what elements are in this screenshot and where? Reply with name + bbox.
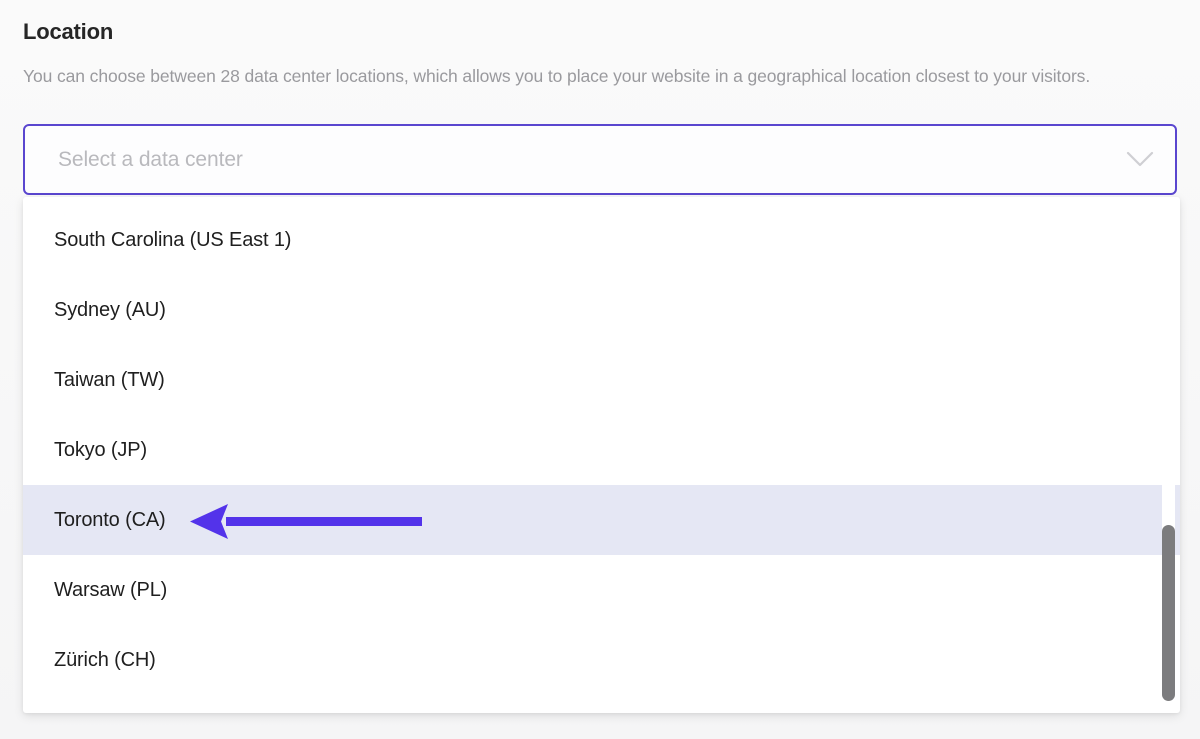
data-center-dropdown[interactable]: South Carolina (US East 1) Sydney (AU) Tai…: [23, 197, 1180, 713]
dropdown-option-list: South Carolina (US East 1) Sydney (AU) Tai…: [23, 197, 1180, 695]
dropdown-option[interactable]: South Carolina (US East 1): [23, 205, 1180, 275]
dropdown-option[interactable]: Warsaw (PL): [23, 555, 1180, 625]
section-description: You can choose between 28 data center lo…: [23, 66, 1091, 86]
dropdown-option-label: Zürich (CH): [54, 648, 156, 671]
chevron-down-icon[interactable]: [1105, 149, 1175, 171]
dropdown-option-label: Taiwan (TW): [54, 368, 165, 391]
dropdown-option[interactable]: Zürich (CH): [23, 625, 1180, 695]
dropdown-option[interactable]: Taiwan (TW): [23, 345, 1180, 415]
dropdown-scrollbar-thumb[interactable]: [1162, 525, 1175, 701]
data-center-select-placeholder: Select a data center: [58, 147, 243, 171]
dropdown-option-label: Warsaw (PL): [54, 578, 168, 601]
dropdown-option-label: Tokyo (JP): [54, 438, 147, 461]
dropdown-option[interactable]: Tokyo (JP): [23, 415, 1180, 485]
page-title: Location: [23, 19, 114, 44]
dropdown-option-label: Sydney (AU): [54, 298, 166, 321]
dropdown-option-label: Toronto (CA): [54, 508, 166, 531]
data-center-select[interactable]: Select a data center: [23, 124, 1177, 195]
dropdown-option[interactable]: Sydney (AU): [23, 275, 1180, 345]
dropdown-option-label: South Carolina (US East 1): [54, 228, 292, 251]
dropdown-option[interactable]: Toronto (CA): [23, 485, 1180, 555]
